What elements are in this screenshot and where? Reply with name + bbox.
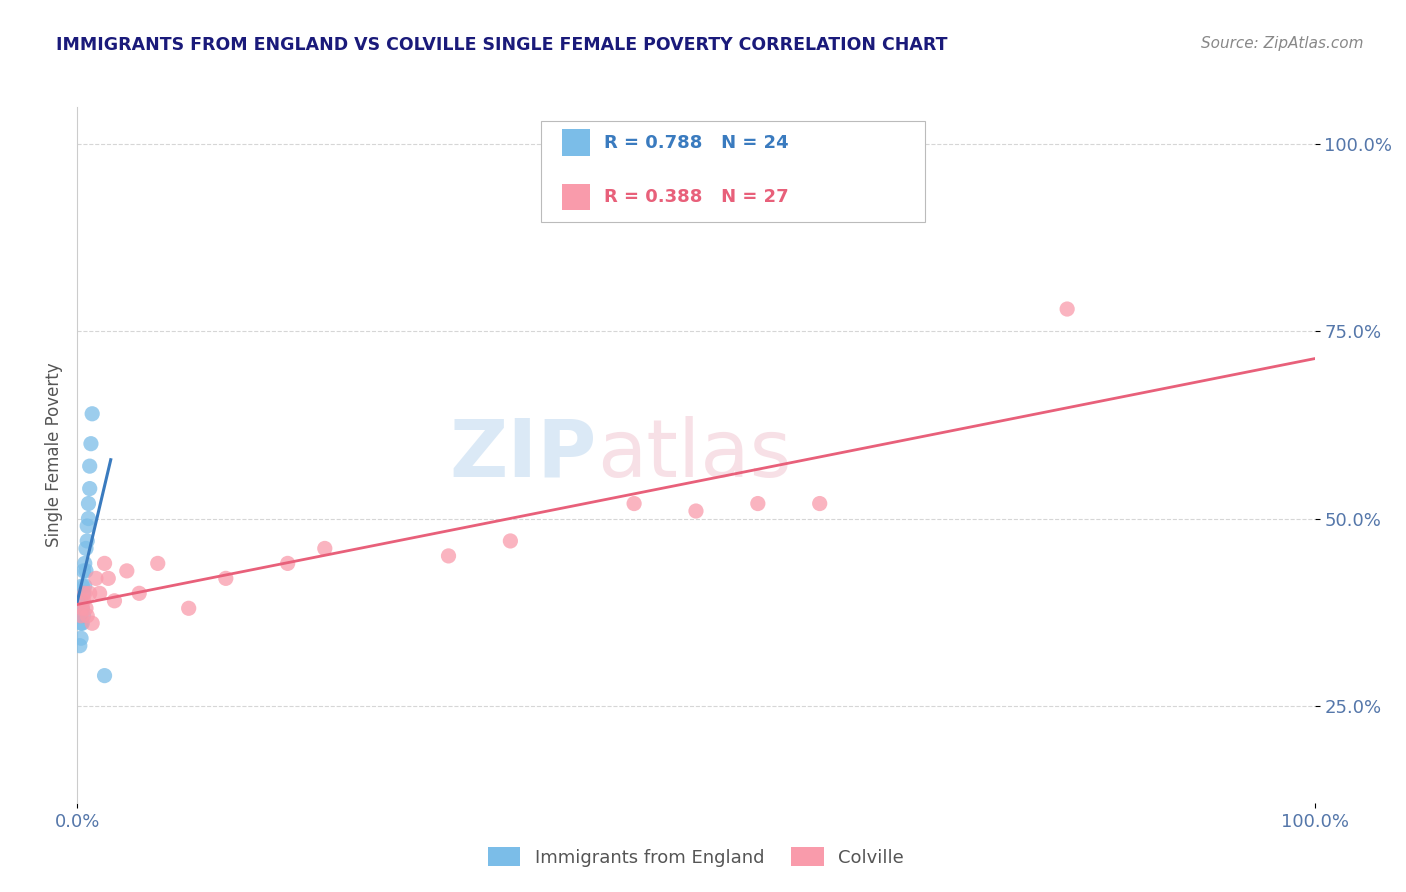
FancyBboxPatch shape [541,121,925,222]
Point [70,631,93,645]
Text: Source: ZipAtlas.com: Source: ZipAtlas.com [1201,36,1364,51]
Point [84,571,107,585]
Text: atlas: atlas [598,416,792,494]
Point [72,601,94,615]
Point [76,519,98,533]
Point [623,497,645,511]
Point [76,608,98,623]
Bar [562,129,589,156]
Point [69,608,91,623]
Legend: Immigrants from England, Colville: Immigrants from England, Colville [481,840,911,874]
Point [499,533,522,548]
Point [69,639,91,653]
Text: R = 0.388   N = 27: R = 0.388 N = 27 [605,188,789,206]
Point [70,594,93,608]
Point [685,504,707,518]
Point [177,601,200,615]
Point [75,601,97,615]
Point [1056,301,1078,316]
Point [77,511,100,525]
Point [72,594,94,608]
Point [72,601,94,615]
Point [72,608,94,623]
Point [314,541,336,556]
Point [747,497,769,511]
Point [72,586,94,600]
Point [115,564,138,578]
Point [82,407,104,421]
Point [72,579,94,593]
Point [75,541,97,556]
Point [72,564,94,578]
Point [215,571,238,585]
Text: R = 0.788   N = 24: R = 0.788 N = 24 [605,134,789,152]
Point [82,616,104,631]
Point [75,564,97,578]
Point [89,586,111,600]
Point [808,497,831,511]
Point [70,608,93,623]
Point [97,571,120,585]
Point [128,586,150,600]
Text: ZIP: ZIP [450,416,598,494]
Point [79,459,101,474]
Point [80,436,103,450]
Point [79,586,101,600]
Text: IMMIGRANTS FROM ENGLAND VS COLVILLE SINGLE FEMALE POVERTY CORRELATION CHART: IMMIGRANTS FROM ENGLAND VS COLVILLE SING… [56,36,948,54]
Point [103,594,125,608]
Point [146,557,169,571]
Point [73,557,96,571]
Point [70,616,93,631]
Y-axis label: Single Female Poverty: Single Female Poverty [45,363,63,547]
Point [79,482,101,496]
Point [73,586,96,600]
Point [437,549,460,563]
Point [73,579,96,593]
Point [77,497,100,511]
Point [93,557,115,571]
Point [72,616,94,631]
Bar [562,184,589,210]
Point [277,557,299,571]
Point [76,533,98,548]
Point [93,668,115,682]
